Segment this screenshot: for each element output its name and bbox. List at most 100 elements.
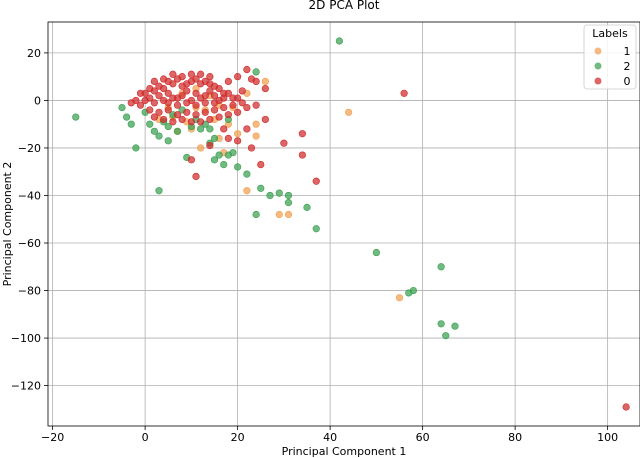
x-tick-label: 80 bbox=[508, 431, 522, 444]
x-tick-label: 60 bbox=[416, 431, 430, 444]
data-point-label-2 bbox=[442, 332, 450, 340]
y-tick-label: −120 bbox=[11, 380, 41, 393]
data-point-label-0 bbox=[243, 125, 251, 133]
data-point-label-0 bbox=[173, 111, 182, 119]
data-point-label-0 bbox=[164, 106, 172, 114]
data-point-label-0 bbox=[215, 113, 223, 121]
data-point-label-0 bbox=[146, 84, 154, 93]
data-point-label-0 bbox=[243, 103, 251, 112]
data-point-label-0 bbox=[252, 101, 260, 109]
x-tick-label: 100 bbox=[597, 431, 618, 444]
data-point-label-0 bbox=[298, 151, 306, 159]
y-axis-label: Principal Component 2 bbox=[1, 162, 14, 287]
data-point-label-0 bbox=[224, 111, 232, 119]
data-point-label-0 bbox=[400, 89, 408, 97]
data-point-label-2 bbox=[155, 132, 163, 140]
data-point-label-2 bbox=[252, 68, 260, 76]
data-point-label-0 bbox=[261, 84, 269, 93]
data-point-label-0 bbox=[173, 94, 182, 102]
data-point-label-2 bbox=[220, 160, 228, 169]
data-point-label-2 bbox=[284, 191, 293, 200]
data-point-label-2 bbox=[312, 225, 320, 233]
data-point-label-0 bbox=[169, 80, 177, 88]
data-point-label-0 bbox=[234, 108, 242, 116]
data-point-label-2 bbox=[118, 103, 126, 112]
data-point-label-0 bbox=[247, 144, 256, 152]
x-tick-label: −20 bbox=[41, 431, 64, 444]
data-point-label-0 bbox=[160, 75, 168, 83]
data-point-label-0 bbox=[261, 115, 269, 124]
data-point-label-0 bbox=[146, 106, 154, 114]
data-point-label-0 bbox=[622, 403, 630, 411]
legend-entry-label: 0 bbox=[624, 75, 631, 88]
x-tick-label: 0 bbox=[142, 431, 149, 444]
data-point-label-0 bbox=[229, 101, 237, 109]
data-point-label-0 bbox=[206, 141, 214, 150]
data-point-label-0 bbox=[192, 101, 200, 109]
x-tick-label: 40 bbox=[323, 431, 337, 444]
data-point-label-1 bbox=[243, 187, 251, 195]
data-point-label-0 bbox=[224, 89, 232, 97]
data-point-label-0 bbox=[192, 111, 200, 119]
data-point-label-2 bbox=[451, 322, 459, 330]
plot-frame bbox=[47, 21, 640, 427]
data-point-label-0 bbox=[160, 84, 168, 93]
data-point-label-0 bbox=[146, 94, 154, 102]
data-point-label-1 bbox=[261, 77, 269, 86]
data-point-label-2 bbox=[132, 144, 140, 152]
data-point-label-2 bbox=[252, 210, 260, 219]
data-point-label-0 bbox=[150, 99, 158, 107]
data-point-label-0 bbox=[210, 99, 219, 107]
data-point-label-2 bbox=[266, 191, 274, 200]
data-point-label-0 bbox=[257, 160, 265, 169]
data-point-label-0 bbox=[234, 73, 242, 81]
axis-ticks: −20 0 20 40 60 80 100 20 0 −20 −40 −60 −80 −100 −120 bbox=[11, 47, 618, 444]
data-point-label-0 bbox=[155, 92, 163, 100]
data-point-label-2 bbox=[409, 286, 417, 295]
data-point-label-2 bbox=[284, 199, 293, 207]
data-point-label-2 bbox=[372, 248, 380, 257]
data-point-label-0 bbox=[183, 87, 191, 95]
data-point-label-0 bbox=[187, 156, 195, 164]
data-point-label-1 bbox=[345, 108, 353, 116]
data-point-label-0 bbox=[173, 101, 182, 109]
data-point-label-2 bbox=[127, 120, 135, 128]
legend-title: Labels bbox=[592, 27, 628, 40]
data-point-label-2 bbox=[164, 122, 172, 131]
data-point-label-2 bbox=[146, 120, 154, 128]
data-point-label-0 bbox=[224, 77, 232, 86]
data-point-label-0 bbox=[187, 77, 195, 86]
data-point-label-0 bbox=[206, 115, 214, 124]
data-point-label-2 bbox=[215, 151, 223, 159]
data-point-label-0 bbox=[192, 172, 200, 181]
data-points bbox=[72, 37, 630, 411]
data-point-label-1 bbox=[275, 210, 283, 219]
data-point-label-0 bbox=[183, 108, 191, 116]
data-point-label-2 bbox=[234, 163, 242, 171]
data-point-label-0 bbox=[210, 92, 219, 100]
data-point-label-0 bbox=[150, 113, 158, 121]
data-point-label-2 bbox=[72, 113, 80, 121]
data-point-label-0 bbox=[298, 130, 306, 138]
data-point-label-1 bbox=[395, 294, 404, 302]
data-point-label-2 bbox=[155, 187, 163, 195]
data-point-label-2 bbox=[210, 134, 219, 143]
legend-box bbox=[583, 24, 637, 90]
data-point-label-0 bbox=[280, 139, 288, 147]
data-point-label-2 bbox=[123, 113, 131, 121]
y-tick-label: 0 bbox=[34, 94, 41, 107]
data-point-label-0 bbox=[201, 99, 209, 107]
chart-title: 2D PCA Plot bbox=[309, 0, 380, 12]
data-point-label-2 bbox=[437, 263, 445, 271]
y-tick-label: −100 bbox=[11, 332, 41, 345]
data-point-label-0 bbox=[224, 134, 232, 143]
data-point-label-0 bbox=[197, 80, 205, 88]
data-point-label-0 bbox=[164, 99, 172, 107]
data-point-label-0 bbox=[220, 103, 228, 112]
y-tick-label: −40 bbox=[18, 189, 41, 202]
data-point-label-0 bbox=[220, 125, 228, 133]
data-point-label-1 bbox=[284, 210, 293, 219]
data-point-label-2 bbox=[243, 170, 251, 178]
data-point-label-0 bbox=[243, 65, 251, 74]
data-point-label-0 bbox=[234, 137, 242, 145]
